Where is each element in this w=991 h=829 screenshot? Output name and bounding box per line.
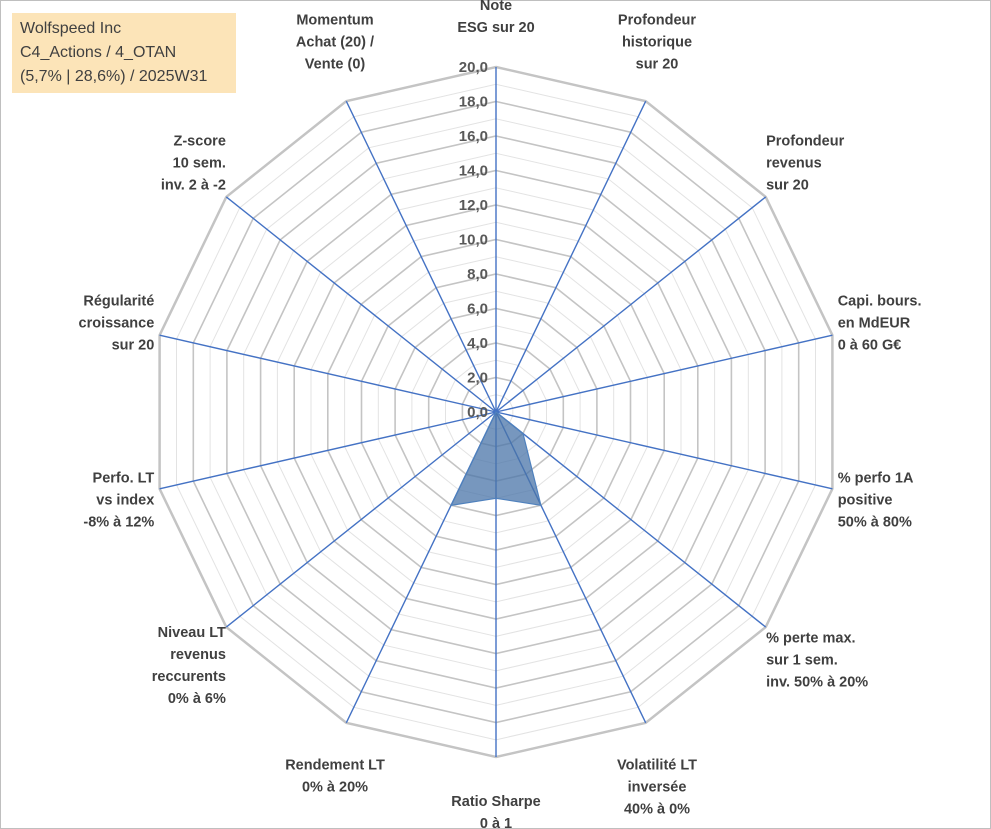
- radar-spoke: [159, 411, 497, 490]
- axis-label: Z-score 10 sem. inv. 2 à -2: [161, 134, 226, 194]
- axis-label-line: sur 20: [112, 337, 155, 353]
- axis-label: Profondeur revenus sur 20: [766, 134, 844, 194]
- axis-label-line: Momentum: [296, 13, 373, 29]
- axis-label: Ratio Sharpe 0 à 1: [451, 794, 540, 829]
- axis-label-line: 10 sem.: [173, 156, 226, 172]
- tick-label: 6,0: [467, 301, 488, 318]
- axis-label-line: 0 à 60 G€: [838, 337, 902, 353]
- axis-label-line: sur 20: [636, 57, 679, 73]
- tick-label: 0,0: [467, 404, 488, 421]
- radar-tick-labels: 0,0 2,0 4,0 6,0 8,0 10,0 12,0 14,0 16,0 18,0 20,0: [459, 59, 488, 421]
- axis-label-line: % perfo 1A: [838, 471, 914, 487]
- axis-label-line: 0 à 1: [480, 816, 512, 829]
- radar-spoke: [495, 334, 833, 413]
- axis-label-line: inversée: [628, 779, 687, 795]
- radar-spoke: [495, 196, 767, 413]
- tick-label: 12,0: [459, 197, 488, 214]
- axis-label: Perfo. LT vs index -8% à 12%: [83, 471, 154, 531]
- axis-label-line: Note: [480, 0, 512, 14]
- axis-label-line: Capi. bours.: [838, 293, 922, 309]
- axis-label-line: 50% à 80%: [838, 515, 912, 531]
- axis-label: Profondeur historique sur 20: [618, 13, 696, 73]
- axis-label: Volatilité LT inversée 40% à 0%: [617, 757, 697, 817]
- axis-label-line: 40% à 0%: [624, 801, 690, 817]
- axis-label: Niveau LT revenus reccurents 0% à 6%: [152, 625, 226, 707]
- axis-label-line: Niveau LT: [158, 625, 226, 641]
- radar-axis-labels: Note ESG sur 20 Profondeur historique sur 20…: [79, 0, 922, 829]
- radar-spokes: [159, 67, 833, 757]
- radar-spoke: [225, 196, 497, 413]
- axis-label-line: Profondeur: [618, 13, 696, 29]
- radar-spoke: [345, 100, 497, 413]
- axis-label-line: revenus: [766, 156, 822, 172]
- axis-label-line: 0% à 6%: [168, 691, 226, 707]
- axis-label: Note ESG sur 20: [457, 0, 534, 36]
- title-line-category: C4_Actions / 4_OTAN: [20, 44, 177, 61]
- radar-spoke: [495, 100, 647, 413]
- tick-label: 20,0: [459, 59, 488, 76]
- axis-label-line: % perte max.: [766, 631, 855, 647]
- axis-label-line: inv. 50% à 20%: [766, 675, 868, 691]
- axis-label-line: en MdEUR: [838, 315, 911, 331]
- tick-label: 16,0: [459, 128, 488, 145]
- axis-label: Rendement LT 0% à 20%: [285, 757, 385, 795]
- axis-label-line: Profondeur: [766, 134, 844, 150]
- radar-spoke: [495, 411, 767, 628]
- axis-label-line: Régularité: [83, 293, 154, 309]
- axis-label-line: Volatilité LT: [617, 757, 697, 773]
- axis-label: % perfo 1A positive 50% à 80%: [838, 471, 914, 531]
- axis-label-line: 0% à 20%: [302, 779, 368, 795]
- axis-label-line: historique: [622, 35, 692, 51]
- axis-label: % perte max. sur 1 sem. inv. 50% à 20%: [766, 631, 868, 691]
- tick-label: 18,0: [459, 94, 488, 111]
- axis-label-line: inv. 2 à -2: [161, 178, 226, 194]
- title-line-stats: (5,7% | 28,6%) / 2025W31: [20, 68, 208, 85]
- axis-label-line: -8% à 12%: [83, 515, 154, 531]
- title-line-company: Wolfspeed Inc: [20, 20, 122, 37]
- axis-label-line: reccurents: [152, 669, 226, 685]
- axis-label-line: vs index: [96, 493, 154, 509]
- radar-spoke: [495, 411, 833, 490]
- axis-label-line: Achat (20) /: [296, 35, 374, 51]
- axis-label-line: Z-score: [174, 134, 226, 150]
- axis-label-line: croissance: [79, 315, 155, 331]
- tick-label: 14,0: [459, 163, 488, 180]
- tick-label: 10,0: [459, 232, 488, 249]
- axis-label: Capi. bours. en MdEUR 0 à 60 G€: [838, 293, 922, 353]
- tick-label: 4,0: [467, 335, 488, 352]
- tick-label: 2,0: [467, 370, 488, 387]
- axis-label-line: Vente (0): [305, 57, 366, 73]
- series-area: [450, 411, 542, 507]
- axis-label-line: Ratio Sharpe: [451, 794, 540, 810]
- axis-label-line: revenus: [170, 647, 226, 663]
- radar-series-layer: [450, 411, 542, 507]
- radar-spoke: [225, 411, 497, 628]
- axis-label-line: ESG sur 20: [457, 20, 534, 36]
- axis-label-line: positive: [838, 493, 893, 509]
- tick-label: 8,0: [467, 266, 488, 283]
- radar-spoke: [159, 334, 497, 413]
- chart-title-box: Wolfspeed Inc C4_Actions / 4_OTAN (5,7% …: [12, 13, 236, 93]
- axis-label-line: Rendement LT: [285, 757, 385, 773]
- axis-label-line: sur 20: [766, 178, 809, 194]
- axis-label-line: Perfo. LT: [93, 471, 155, 487]
- axis-label: Momentum Achat (20) / Vente (0): [296, 13, 374, 73]
- axis-label-line: sur 1 sem.: [766, 653, 838, 669]
- axis-label: Régularité croissance sur 20: [79, 293, 155, 353]
